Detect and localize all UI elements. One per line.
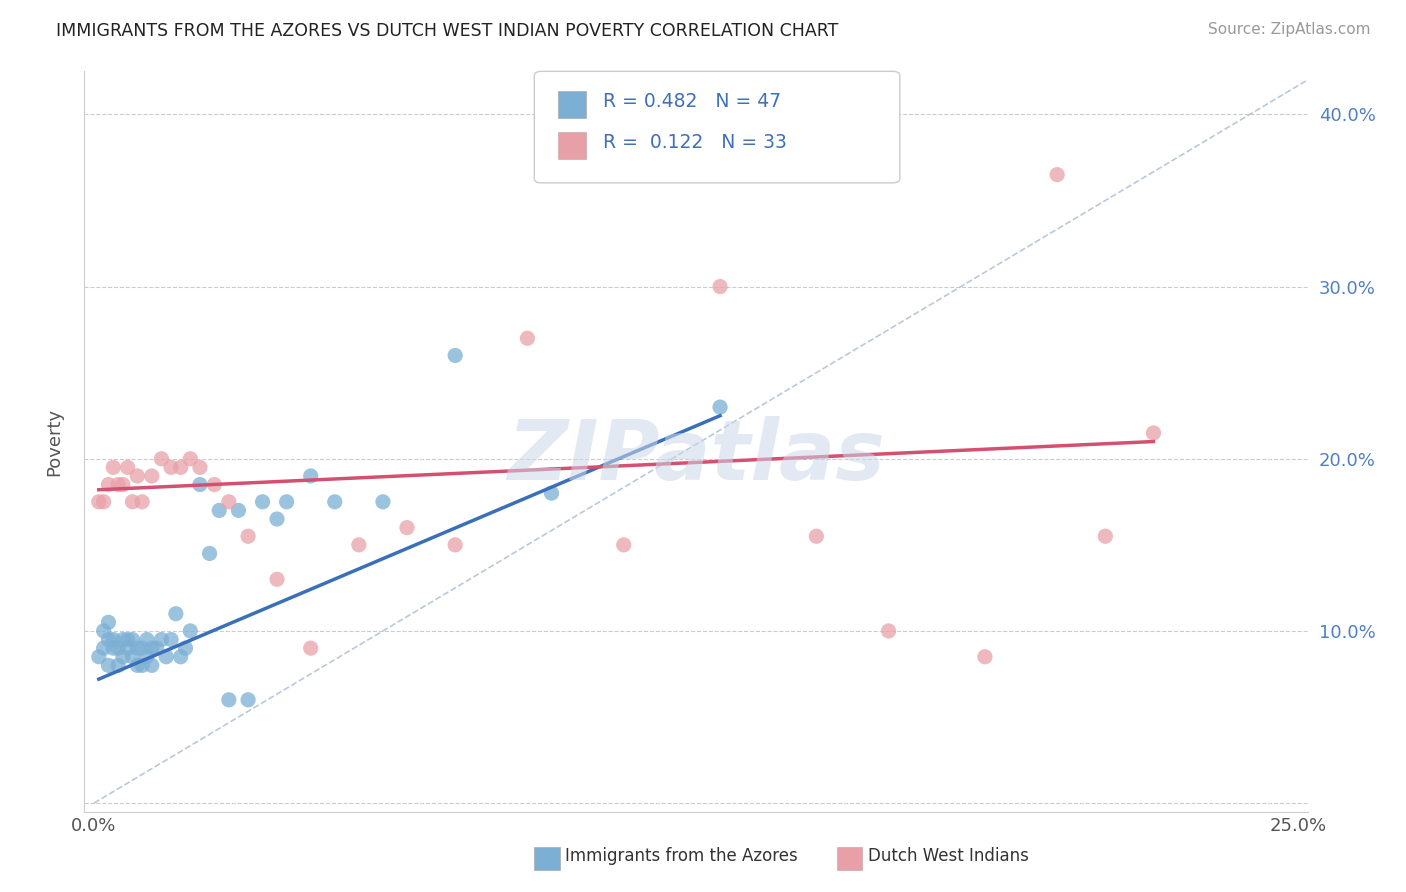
- Point: [107, 641, 129, 656]
- Point: [1094, 529, 1116, 543]
- Point: [150, 632, 173, 647]
- Point: [117, 641, 139, 656]
- Point: [218, 495, 240, 509]
- Text: ZIPatlas: ZIPatlas: [508, 416, 884, 497]
- Point: [202, 477, 225, 491]
- Point: [87, 649, 110, 664]
- Point: [111, 649, 134, 664]
- Point: [165, 607, 187, 621]
- Point: [141, 641, 163, 656]
- Point: [97, 477, 120, 491]
- Text: Source: ZipAtlas.com: Source: ZipAtlas.com: [1208, 22, 1371, 37]
- Point: [444, 348, 467, 362]
- Point: [103, 641, 125, 656]
- Point: [160, 632, 183, 647]
- Point: [395, 521, 418, 535]
- Point: [228, 503, 250, 517]
- Point: [218, 693, 240, 707]
- Point: [179, 624, 201, 638]
- Point: [136, 632, 159, 647]
- Point: [444, 538, 467, 552]
- Point: [709, 279, 731, 293]
- Point: [299, 641, 322, 656]
- Point: [1142, 425, 1164, 440]
- Point: [236, 529, 259, 543]
- Point: [111, 632, 134, 647]
- Point: [371, 495, 394, 509]
- Point: [974, 649, 997, 664]
- Point: [111, 477, 134, 491]
- Point: [208, 503, 231, 517]
- Point: [1046, 168, 1069, 182]
- Point: [540, 486, 562, 500]
- Point: [127, 469, 149, 483]
- Point: [188, 460, 211, 475]
- Point: [516, 331, 538, 345]
- Point: [266, 572, 288, 586]
- Y-axis label: Poverty: Poverty: [45, 408, 63, 475]
- Point: [141, 469, 163, 483]
- Point: [323, 495, 346, 509]
- Point: [93, 641, 115, 656]
- Text: Dutch West Indians: Dutch West Indians: [868, 847, 1028, 865]
- Point: [117, 632, 139, 647]
- Point: [170, 460, 193, 475]
- Point: [121, 649, 143, 664]
- Point: [709, 400, 731, 414]
- Text: IMMIGRANTS FROM THE AZORES VS DUTCH WEST INDIAN POVERTY CORRELATION CHART: IMMIGRANTS FROM THE AZORES VS DUTCH WEST…: [56, 22, 838, 40]
- Point: [877, 624, 900, 638]
- Point: [121, 495, 143, 509]
- Point: [131, 658, 153, 673]
- Point: [93, 624, 115, 638]
- Point: [103, 460, 125, 475]
- Text: R = 0.482   N = 47: R = 0.482 N = 47: [603, 92, 782, 111]
- Point: [136, 649, 159, 664]
- Point: [97, 615, 120, 630]
- Point: [170, 649, 193, 664]
- Point: [121, 632, 143, 647]
- Point: [160, 460, 183, 475]
- Point: [252, 495, 274, 509]
- Point: [266, 512, 288, 526]
- Point: [131, 495, 153, 509]
- Point: [236, 693, 259, 707]
- Point: [131, 641, 153, 656]
- Point: [127, 641, 149, 656]
- Text: Immigrants from the Azores: Immigrants from the Azores: [565, 847, 799, 865]
- Point: [141, 658, 163, 673]
- Point: [103, 632, 125, 647]
- Point: [145, 641, 167, 656]
- Point: [117, 460, 139, 475]
- Point: [188, 477, 211, 491]
- Point: [174, 641, 197, 656]
- Point: [87, 495, 110, 509]
- Point: [150, 451, 173, 466]
- Point: [107, 658, 129, 673]
- Point: [97, 632, 120, 647]
- Point: [198, 546, 221, 560]
- Point: [93, 495, 115, 509]
- Text: R =  0.122   N = 33: R = 0.122 N = 33: [603, 133, 787, 152]
- Point: [276, 495, 298, 509]
- Point: [179, 451, 201, 466]
- Point: [107, 477, 129, 491]
- Point: [127, 658, 149, 673]
- Point: [299, 469, 322, 483]
- Point: [155, 649, 177, 664]
- Point: [806, 529, 828, 543]
- Point: [347, 538, 370, 552]
- Point: [613, 538, 636, 552]
- Point: [97, 658, 120, 673]
